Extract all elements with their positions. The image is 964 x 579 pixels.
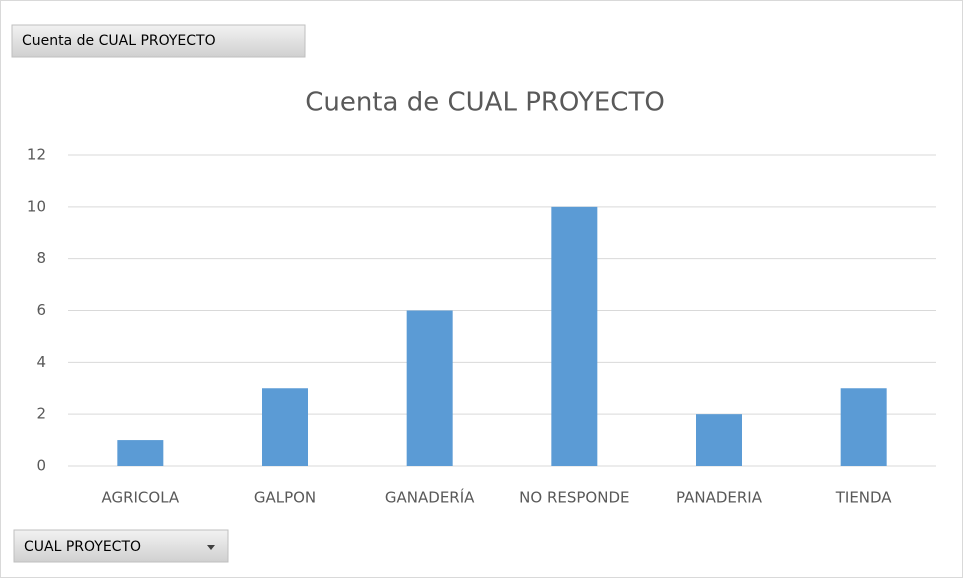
y-tick-label: 12 — [27, 146, 46, 164]
bar — [551, 206, 598, 467]
button-label: CUAL PROYECTO — [24, 539, 141, 555]
y-tick-label: 6 — [36, 301, 46, 319]
y-tick-label: 8 — [36, 249, 46, 267]
bar — [406, 310, 453, 466]
y-tick-label: 2 — [36, 405, 46, 423]
button-background — [13, 529, 229, 563]
x-tick-label: GANADERÍA — [385, 488, 475, 507]
x-tick-label: TIENDA — [835, 489, 893, 507]
bar — [117, 440, 164, 466]
x-tick-label: PANADERIA — [676, 489, 763, 507]
chart-title: Cuenta de CUAL PROYECTO — [305, 88, 665, 118]
axis-field-button[interactable]: CUAL PROYECTO — [13, 529, 229, 563]
y-tick-label: 4 — [36, 353, 46, 371]
y-tick-label: 10 — [27, 197, 46, 215]
button-background — [11, 24, 306, 58]
button-label: Cuenta de CUAL PROYECTO — [22, 33, 216, 49]
bar — [840, 388, 887, 466]
x-tick-label: GALPON — [254, 489, 316, 507]
bar — [262, 388, 308, 466]
dropdown-arrow — [207, 545, 215, 550]
y-tick-label: 0 — [36, 457, 46, 475]
value-field-button[interactable]: Cuenta de CUAL PROYECTO — [11, 24, 306, 58]
x-tick-label: NO RESPONDE — [519, 489, 629, 507]
bar — [696, 414, 742, 466]
x-tick-label: AGRICOLA — [101, 489, 179, 507]
